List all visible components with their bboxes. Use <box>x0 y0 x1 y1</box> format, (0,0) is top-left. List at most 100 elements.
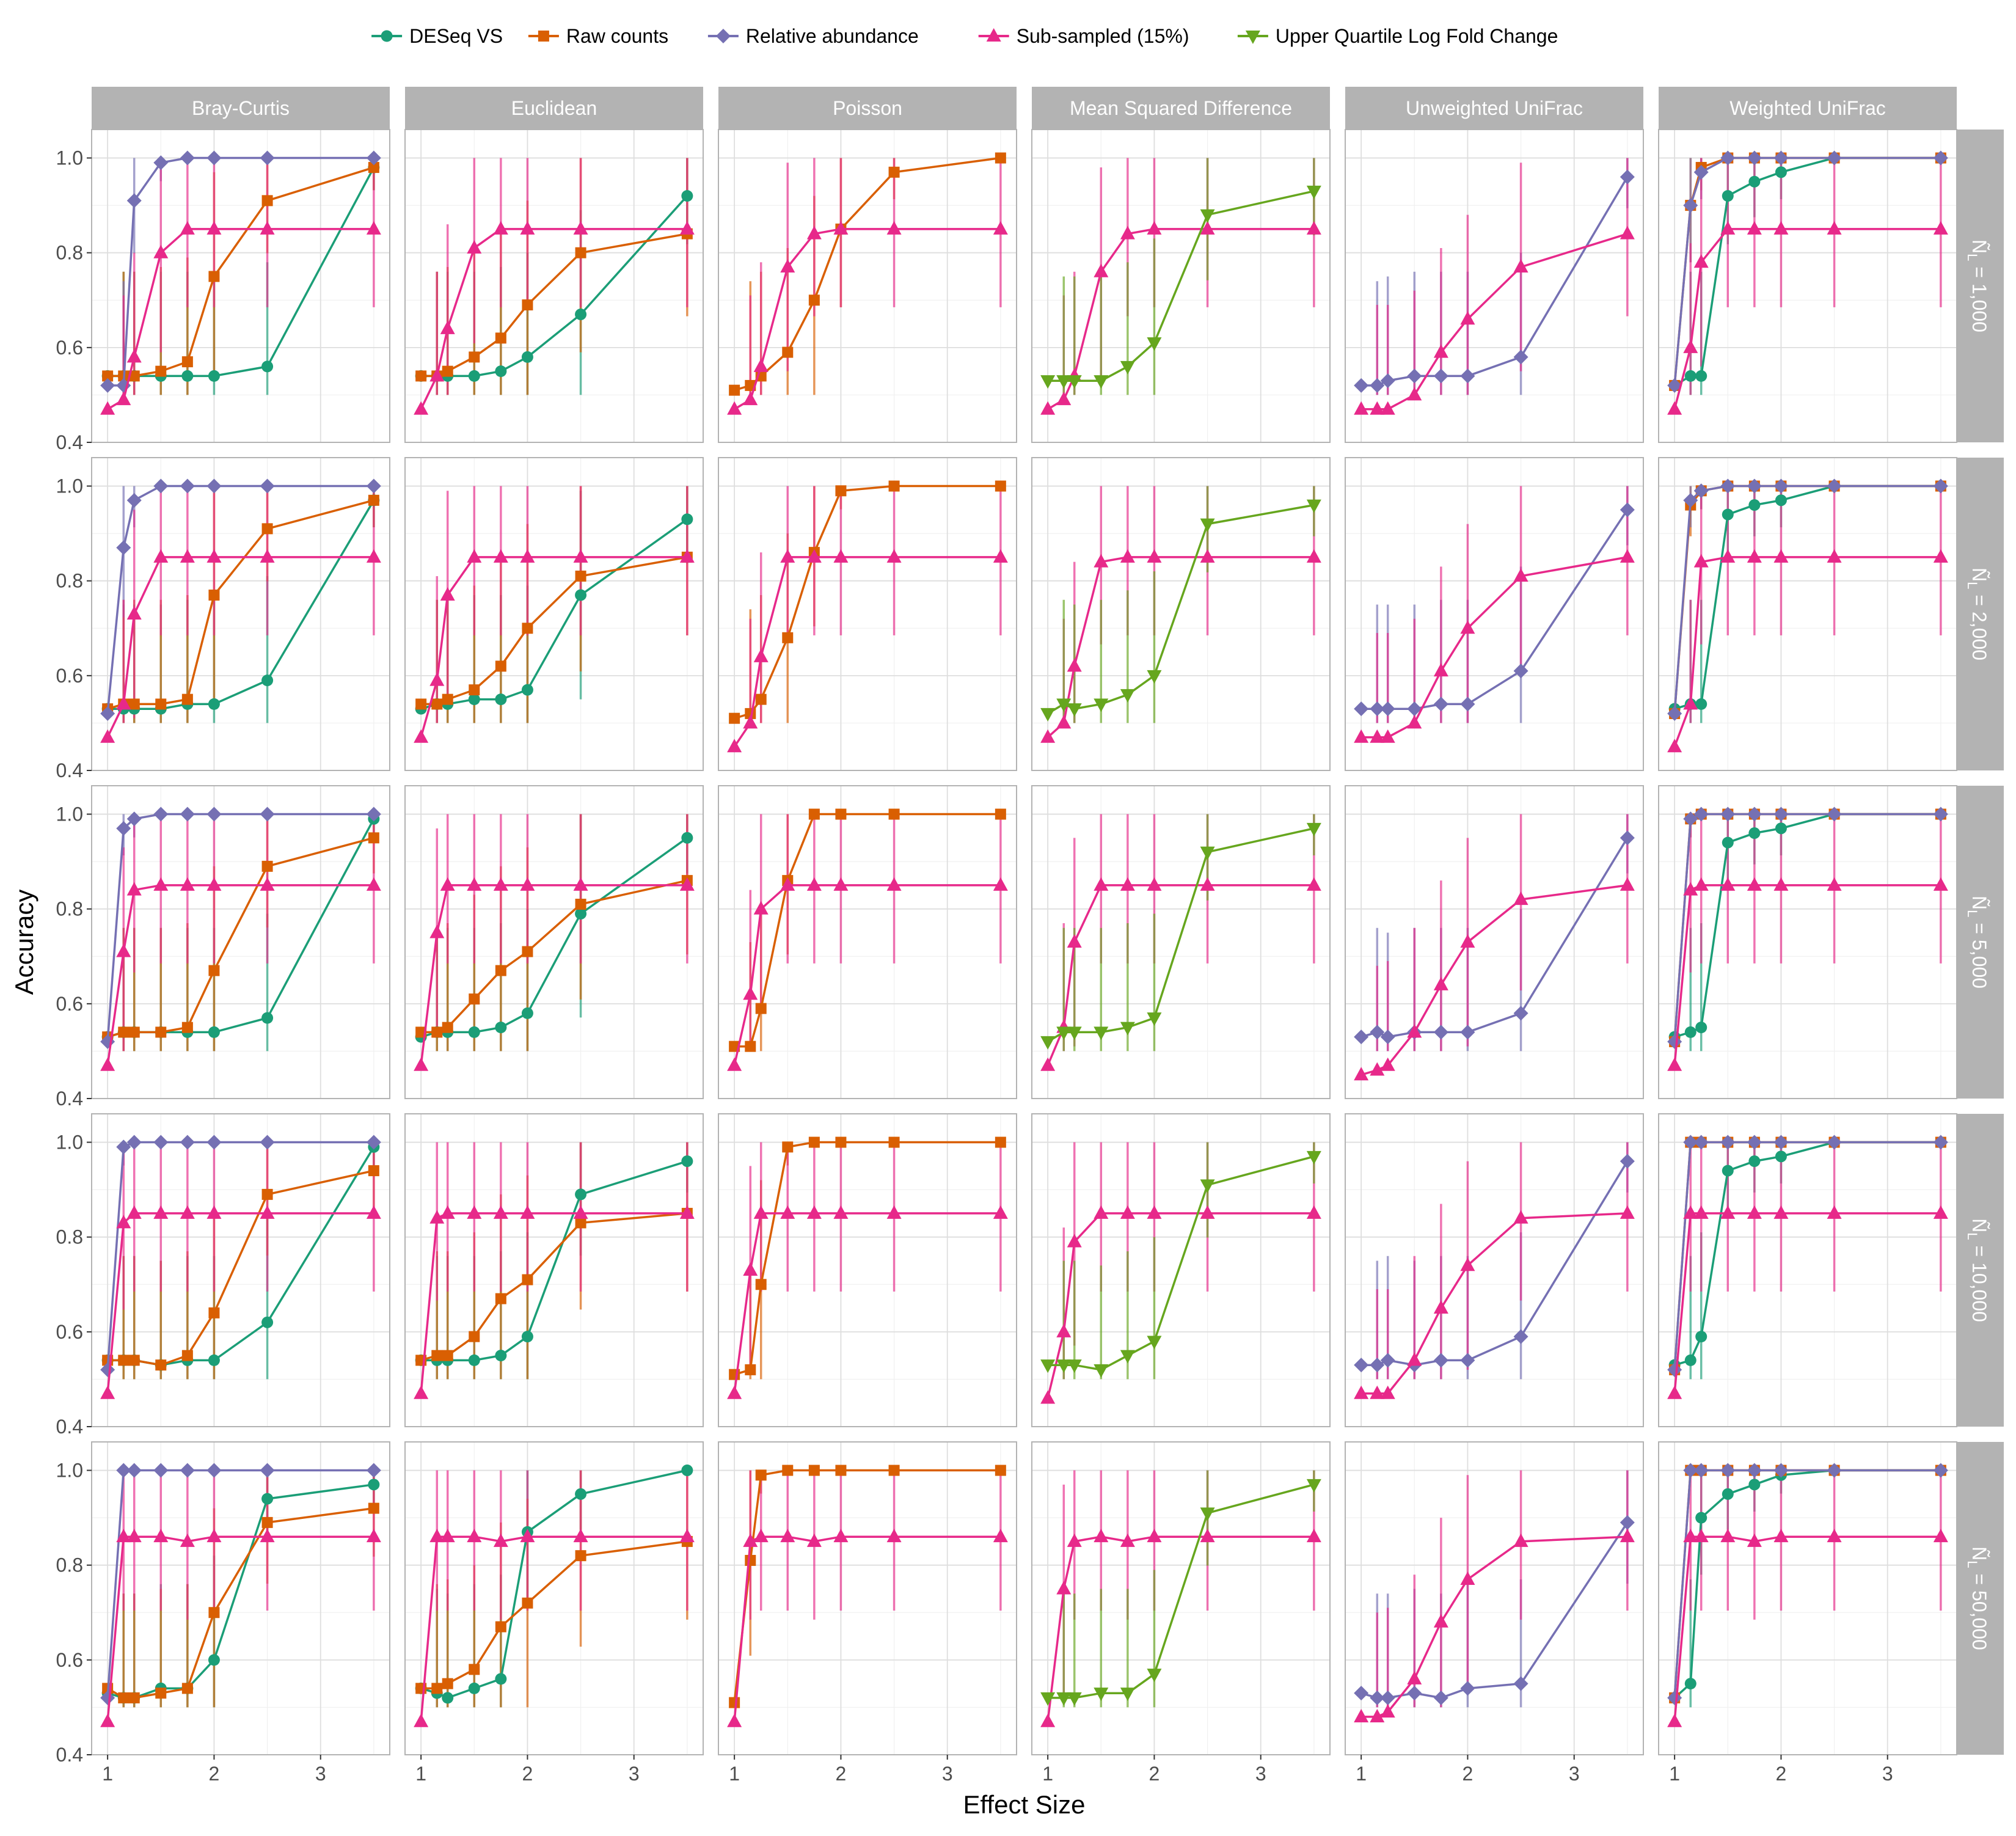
data-point <box>833 1205 849 1219</box>
x-tick-label: 3 <box>315 1763 326 1785</box>
data-point <box>1693 1463 1709 1478</box>
panel-unweighted-unifrac-row-5: 1 2 3 <box>1345 1441 1644 1785</box>
panel-poisson-row-1 <box>718 129 1017 443</box>
data-point <box>102 370 114 382</box>
data-point <box>1407 387 1422 401</box>
data-point <box>260 1529 275 1543</box>
panel-background <box>1659 786 1957 1099</box>
series-sub-sampled-15 <box>414 1205 695 1399</box>
data-point <box>1120 1350 1135 1364</box>
panel-bray-curtis-row-2: 0.4 0.6 0.8 1.0 <box>56 457 390 781</box>
data-point <box>1684 1354 1696 1366</box>
data-point <box>1827 150 1842 166</box>
data-point <box>995 808 1006 820</box>
data-point <box>1667 706 1682 721</box>
data-point <box>208 1654 220 1666</box>
data-point <box>126 1463 142 1478</box>
data-point <box>366 1135 381 1150</box>
series-raw-counts <box>415 1535 693 1694</box>
data-point <box>440 587 455 601</box>
row-strip-bg <box>1955 786 2004 1099</box>
data-point <box>993 1529 1008 1543</box>
data-point <box>521 1007 533 1019</box>
data-point <box>442 1692 454 1704</box>
data-point <box>1748 1479 1761 1491</box>
data-point <box>1693 877 1709 891</box>
panel-background <box>1032 1114 1330 1427</box>
data-point <box>1200 877 1215 891</box>
legend-item-raw-counts: Raw counts <box>528 25 668 47</box>
data-point <box>1380 373 1395 389</box>
data-point <box>1620 1154 1635 1169</box>
data-point <box>208 589 220 601</box>
data-point <box>1407 1352 1422 1366</box>
data-point <box>1773 877 1789 891</box>
data-point <box>128 1692 140 1703</box>
data-point <box>1354 378 1369 393</box>
column-strip-weighted-unifrac: Weighted UniFrac <box>1659 87 1957 130</box>
data-point <box>1147 670 1162 684</box>
data-point <box>469 993 480 1005</box>
data-point <box>1067 1026 1082 1041</box>
data-point <box>806 1533 822 1547</box>
data-point <box>1120 360 1135 375</box>
data-point <box>1147 1205 1162 1219</box>
data-point <box>833 877 849 891</box>
data-point <box>429 368 445 382</box>
data-point <box>1040 1390 1056 1404</box>
data-point <box>206 1135 222 1150</box>
series-raw-counts <box>729 1136 1006 1380</box>
data-point <box>1306 1529 1321 1543</box>
data-point <box>1200 1179 1215 1193</box>
data-point <box>126 811 142 827</box>
series-relative-abundance <box>1354 1515 1635 1705</box>
data-point <box>155 698 167 710</box>
data-point <box>440 1205 455 1219</box>
data-point <box>1433 1614 1448 1628</box>
legend-label: DESeq VS <box>409 25 503 47</box>
data-point <box>116 1529 131 1543</box>
data-point <box>1720 1205 1736 1219</box>
data-point <box>1620 1529 1635 1543</box>
series-raw-counts <box>102 162 379 382</box>
data-point <box>1056 715 1072 729</box>
data-point <box>1720 150 1736 166</box>
data-point <box>1407 715 1422 729</box>
data-point <box>100 1385 115 1399</box>
data-point <box>180 1135 195 1150</box>
panel-background <box>1032 786 1330 1099</box>
y-tick-label: 0.6 <box>56 1321 83 1343</box>
legend-key-marker <box>986 28 1001 42</box>
legend-label: Relative abundance <box>746 25 919 47</box>
data-point <box>808 1136 820 1148</box>
data-point <box>1370 401 1385 415</box>
data-point <box>806 549 822 563</box>
data-point <box>1513 1210 1528 1224</box>
data-point <box>467 877 482 891</box>
data-point <box>208 271 220 282</box>
data-point <box>1773 1463 1789 1478</box>
data-point <box>260 549 275 563</box>
data-point <box>469 684 480 696</box>
panel-border <box>1031 457 1331 771</box>
data-point <box>575 247 586 258</box>
data-point <box>1667 1690 1682 1705</box>
data-point <box>993 1205 1008 1219</box>
data-point <box>1094 1205 1109 1219</box>
data-point <box>414 1057 429 1071</box>
x-axis-title: Effect Size <box>963 1790 1086 1819</box>
data-point <box>888 166 900 178</box>
panel-background <box>1032 1442 1330 1755</box>
data-point <box>1094 1026 1109 1041</box>
data-point <box>1747 150 1762 166</box>
series-line <box>1046 556 1314 739</box>
data-point <box>467 1529 482 1543</box>
data-point <box>100 1713 115 1727</box>
data-point <box>745 1041 756 1052</box>
y-tick-label: 0.4 <box>56 759 83 781</box>
data-point <box>467 1205 482 1219</box>
data-point <box>1040 1359 1056 1373</box>
panel-border <box>1031 129 1331 443</box>
series-raw-counts <box>415 551 693 710</box>
data-point <box>520 1529 535 1543</box>
